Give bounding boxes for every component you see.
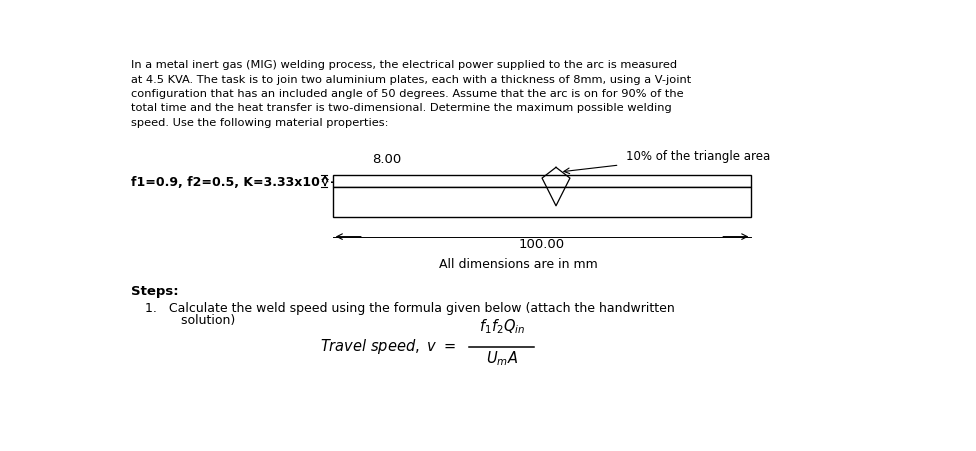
Text: All dimensions are in mm: All dimensions are in mm — [439, 258, 598, 271]
Text: 1.   Calculate the weld speed using the formula given below (attach the handwrit: 1. Calculate the weld speed using the fo… — [145, 302, 675, 315]
Text: $\mathit{Travel\ speed,\ v}\ =$: $\mathit{Travel\ speed,\ v}\ =$ — [319, 337, 456, 356]
Text: f1=0.9, f2=0.5, K=3.33x10^-6: f1=0.9, f2=0.5, K=3.33x10^-6 — [132, 176, 345, 189]
Text: 100.00: 100.00 — [519, 238, 565, 251]
Text: 10% of the triangle area: 10% of the triangle area — [626, 151, 770, 163]
Text: $f_1f_2Q_{in}$: $f_1f_2Q_{in}$ — [478, 317, 525, 336]
Bar — [333, 175, 752, 187]
Text: $U_mA$: $U_mA$ — [486, 350, 518, 368]
Text: solution): solution) — [157, 314, 235, 327]
Text: Steps:: Steps: — [132, 285, 179, 298]
Text: In a metal inert gas (MIG) welding process, the electrical power supplied to the: In a metal inert gas (MIG) welding proce… — [132, 60, 692, 128]
Text: 8.00: 8.00 — [373, 153, 402, 166]
Bar — [333, 187, 752, 217]
